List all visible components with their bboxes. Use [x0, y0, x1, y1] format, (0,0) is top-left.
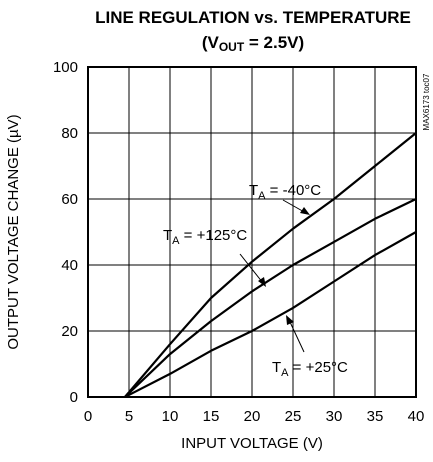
- grid: [88, 67, 416, 397]
- title-subscript: OUT: [219, 40, 245, 54]
- x-tick-label: 40: [408, 408, 425, 425]
- annotation-minus40: TA = -40°C: [249, 182, 321, 215]
- y-tick-label: 80: [61, 125, 78, 142]
- annotation-arrow-plus125: [239, 253, 264, 284]
- x-tick-label: 35: [367, 408, 384, 425]
- y-tick-label: 20: [61, 323, 78, 340]
- annotation-arrowhead-plus25: [286, 315, 294, 325]
- y-axis-label: OUTPUT VOLTAGE CHANGE (µV): [5, 114, 22, 349]
- x-tick-label: 15: [203, 408, 220, 425]
- x-tick-label: 0: [84, 408, 92, 425]
- series-line-0: [124, 132, 417, 398]
- x-tick-label: 5: [125, 408, 133, 425]
- annotation-arrowhead-plus125: [258, 277, 266, 287]
- title-suffix: = 2.5V): [244, 33, 304, 52]
- series-group: [124, 132, 417, 398]
- figure-code: MAX6173 toc07: [422, 73, 431, 130]
- annotation-label-plus125: TA = +125°C: [163, 227, 247, 247]
- x-axis-label: INPUT VOLTAGE (V): [181, 435, 323, 452]
- y-tick-label: 100: [53, 59, 78, 76]
- y-tick-label: 0: [70, 389, 78, 406]
- annotation-arrow-plus25: [289, 321, 305, 353]
- annotation-label-minus40: TA = -40°C: [249, 182, 321, 202]
- chart-title-line2: (VOUT = 2.5V): [202, 33, 304, 54]
- y-tick-label: 40: [61, 257, 78, 274]
- x-tick-label: 30: [326, 408, 343, 425]
- x-tick-label: 20: [244, 408, 261, 425]
- annotation-plus25: TA = +25°C: [272, 315, 348, 379]
- y-tick-labels: 0 20 40 60 80 100: [53, 59, 78, 406]
- annotation-plus125: TA = +125°C: [163, 227, 266, 287]
- series-line-2: [124, 231, 417, 398]
- x-tick-label: 10: [162, 408, 179, 425]
- title-prefix: (V: [202, 33, 220, 52]
- y-tick-label: 60: [61, 191, 78, 208]
- series-line-1: [124, 198, 417, 398]
- annotation-arrowhead-minus40: [300, 207, 310, 215]
- annotation-label-plus25: TA = +25°C: [272, 359, 348, 379]
- x-tick-labels: 0 5 10 15 20 25 30 35 40: [84, 408, 425, 425]
- chart-title-line1: LINE REGULATION vs. TEMPERATURE: [95, 8, 411, 27]
- x-tick-label: 25: [285, 408, 302, 425]
